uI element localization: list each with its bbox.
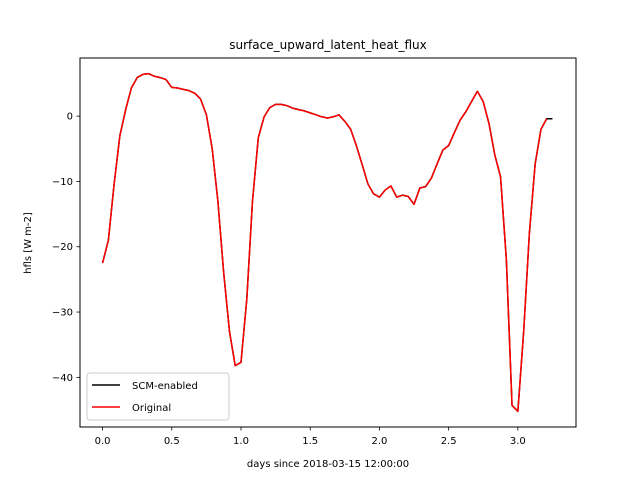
y-tick-label: −40	[52, 373, 73, 384]
series-layer	[101, 72, 553, 413]
y-tick-label: 0	[67, 112, 73, 123]
x-axis-label: days since 2018-03-15 12:00:00	[247, 459, 409, 470]
y-tick-label: −30	[52, 308, 73, 319]
legend: SCM-enabled Original	[86, 372, 230, 421]
plot-area	[79, 57, 577, 428]
y-axis: 0 −10 −20 −30 −40	[52, 112, 80, 384]
axes-frame	[79, 57, 577, 428]
y-tick-label: −10	[52, 177, 73, 188]
x-tick-label: 2.5	[441, 436, 457, 447]
chart-title: surface_upward_latent_heat_flux	[229, 38, 426, 52]
x-tick-label: 2.0	[371, 436, 387, 447]
x-tick-label: 0.5	[164, 436, 180, 447]
x-tick-label: 1.0	[233, 436, 249, 447]
x-axis: 0.0 0.5 1.0 1.5 2.0 2.5 3.0	[95, 427, 526, 447]
y-axis-label: hfls [W m-2]	[23, 212, 34, 274]
series-line-original	[101, 72, 548, 413]
x-tick-label: 3.0	[510, 436, 526, 447]
legend-box	[86, 372, 230, 421]
legend-label-scm-enabled: SCM-enabled	[132, 381, 198, 392]
x-tick-label: 0.0	[95, 436, 111, 447]
x-tick-label: 1.5	[302, 436, 318, 447]
legend-label-original: Original	[132, 403, 171, 414]
y-tick-label: −20	[52, 242, 73, 253]
